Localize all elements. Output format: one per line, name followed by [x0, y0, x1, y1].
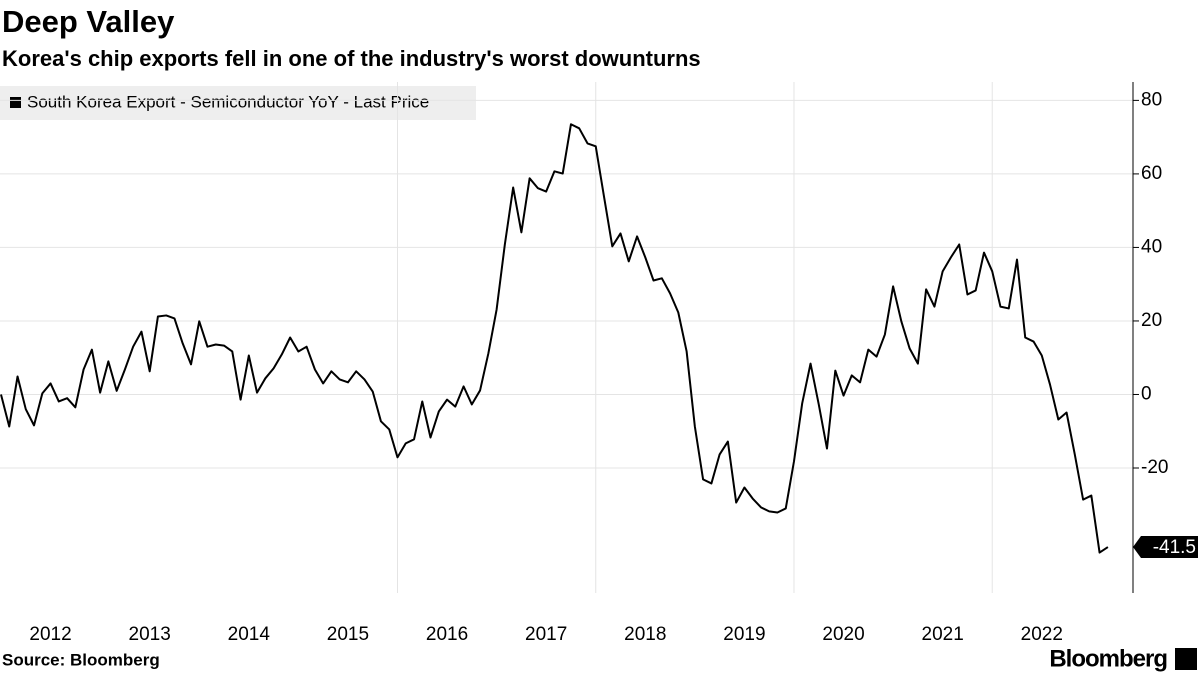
- y-tick-label: 60: [1141, 163, 1162, 184]
- x-tick-label: 2015: [327, 624, 369, 645]
- chart-subtitle: Korea's chip exports fell in one of the …: [2, 46, 701, 71]
- x-tick-label: 2020: [822, 624, 864, 645]
- x-tick-label: 2012: [29, 624, 71, 645]
- x-tick-label: 2016: [426, 624, 468, 645]
- x-tick-label: 2019: [723, 624, 765, 645]
- y-tick-label: 20: [1141, 310, 1162, 331]
- x-tick-label: 2017: [525, 624, 567, 645]
- x-tick-label: 2014: [228, 624, 271, 645]
- source: Source: Bloomberg: [2, 650, 160, 669]
- legend-label: South Korea Export - Semiconductor YoY -…: [27, 92, 429, 111]
- brand-icon: [1175, 648, 1197, 670]
- y-tick-label: -20: [1141, 457, 1168, 478]
- y-tick-label: 80: [1141, 89, 1162, 110]
- last-value-box: [1133, 536, 1198, 559]
- legend-swatch: [10, 97, 21, 108]
- legend-box: [0, 86, 476, 120]
- chart-title: Deep Valley: [2, 4, 175, 39]
- brand: Bloomberg: [1049, 645, 1167, 672]
- x-tick-label: 2018: [624, 624, 666, 645]
- y-tick-label: 0: [1141, 383, 1152, 404]
- last-value-label: -41.5: [1153, 537, 1196, 558]
- x-tick-label: 2021: [922, 624, 964, 645]
- x-tick-label: 2013: [129, 624, 171, 645]
- series-line: [0, 123, 1109, 554]
- y-tick-label: 40: [1141, 236, 1162, 257]
- x-tick-label: 2022: [1021, 624, 1063, 645]
